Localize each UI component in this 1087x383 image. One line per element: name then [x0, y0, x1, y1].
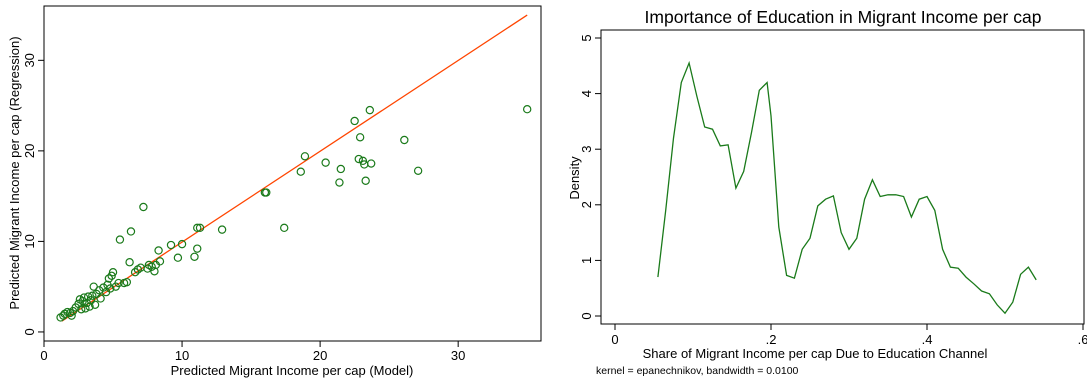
- scatter-point: [77, 305, 86, 314]
- density-x-tick-label: .2: [766, 332, 777, 347]
- density-line: [657, 60, 1037, 315]
- scatter-point: [280, 223, 289, 233]
- scatter-point: [365, 105, 375, 115]
- scatter-x-tick-label: 30: [451, 348, 465, 363]
- density-y-axis: 0 1 2 3 4 5: [579, 34, 601, 320]
- scatter-point: [104, 274, 114, 283]
- scatter-point: [126, 227, 136, 236]
- scatter-x-tick-label: 0: [40, 348, 47, 363]
- scatter-point: [400, 135, 409, 145]
- density-x-axis: 0 .2 .4 .6: [611, 324, 1087, 347]
- scatter-x-axis: 0 10 20 30: [40, 341, 465, 363]
- scatter-y-axis-label: Predicted Migrant Income per cap (Regres…: [7, 36, 22, 309]
- scatter-point: [114, 278, 123, 288]
- density-x-axis-label: Share of Migrant Income per cap Due to E…: [643, 346, 988, 361]
- density-x-tick-label: 0: [611, 332, 618, 347]
- scatter-point: [107, 271, 116, 281]
- scatter-plot-frame: [43, 5, 542, 342]
- scatter-points: [56, 105, 532, 322]
- scatter-point: [296, 167, 305, 176]
- scatter-point: [195, 223, 205, 233]
- scatter-point: [154, 246, 163, 255]
- scatter-point: [173, 253, 183, 262]
- scatter-point: [86, 296, 96, 305]
- scatter-point: [106, 284, 115, 293]
- scatter-y-tick-label: 30: [22, 53, 37, 67]
- scatter-point: [522, 105, 532, 114]
- scatter-point: [122, 277, 132, 287]
- scatter-x-tick-label: 10: [175, 348, 189, 363]
- scatter-point: [139, 202, 148, 212]
- scatter-point: [361, 176, 370, 185]
- density-y-tick-label: 2: [579, 201, 594, 208]
- density-y-tick-label: 5: [579, 34, 594, 41]
- scatter-point: [147, 262, 156, 271]
- scatter-point: [354, 154, 363, 164]
- density-y-tick-label: 3: [579, 146, 594, 153]
- density-chart-title: Importance of Education in Migrant Incom…: [645, 7, 1042, 27]
- scatter-point: [166, 240, 176, 250]
- scatter-point: [155, 257, 165, 266]
- scatter-point: [413, 166, 423, 175]
- scatter-point: [193, 244, 202, 253]
- scatter-x-axis-label: Predicted Migrant Income per cap (Model): [171, 363, 414, 378]
- scatter-point: [67, 311, 76, 320]
- scatter-point: [177, 239, 187, 249]
- scatter-point: [90, 300, 100, 309]
- scatter-point: [335, 178, 344, 187]
- density-y-axis-label: Density: [567, 156, 582, 200]
- scatter-point: [262, 188, 271, 197]
- scatter-chart: 0 10 20 30 0 10 20 30 Predicted Migrant Income…: [7, 5, 542, 378]
- scatter-point: [130, 267, 140, 277]
- scatter-point: [193, 223, 202, 233]
- scatter-point: [336, 164, 346, 174]
- scatter-y-tick-label: 10: [22, 234, 37, 248]
- scatter-point: [217, 225, 227, 234]
- scatter-y-axis: 0 10 20 30: [22, 53, 44, 336]
- scatter-point: [96, 294, 105, 303]
- scatter-point: [81, 304, 90, 313]
- scatter-point: [358, 156, 368, 166]
- scatter-point: [366, 159, 376, 168]
- scatter-y-tick-label: 0: [22, 328, 37, 335]
- density-x-tick-label: .4: [922, 332, 933, 347]
- scatter-point: [88, 291, 97, 300]
- scatter-point: [300, 152, 310, 161]
- scatter-point: [350, 116, 359, 126]
- density-plot-frame: [600, 29, 1085, 325]
- density-chart: Importance of Education in Migrant Incom…: [567, 7, 1087, 377]
- scatter-point: [78, 296, 87, 306]
- scatter-point: [150, 267, 159, 276]
- density-y-tick-label: 4: [579, 90, 594, 97]
- scatter-point: [108, 267, 118, 277]
- scatter-point: [321, 158, 330, 167]
- density-kernel-note: kernel = epanechnikov, bandwidth = 0.010…: [596, 365, 799, 377]
- scatter-point: [143, 264, 152, 273]
- scatter-point: [355, 133, 365, 142]
- scatter-point: [115, 235, 125, 244]
- density-x-tick-label: .6: [1078, 332, 1087, 347]
- scatter-x-tick-label: 20: [313, 348, 327, 363]
- scatter-point: [85, 302, 94, 311]
- scatter-y-tick-label: 20: [22, 144, 37, 158]
- scatter-point: [125, 258, 134, 267]
- scatter-point: [190, 252, 199, 261]
- density-y-tick-label: 1: [579, 257, 594, 264]
- scatter-fit-line: [61, 14, 528, 322]
- density-y-tick-label: 0: [579, 312, 594, 319]
